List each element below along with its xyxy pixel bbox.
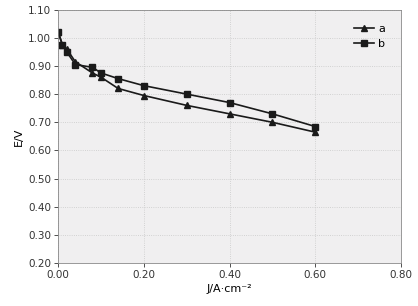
a xyxy=(90,71,95,75)
b xyxy=(184,92,189,96)
a xyxy=(227,112,232,116)
b xyxy=(227,101,232,104)
Line: b: b xyxy=(55,29,319,130)
b xyxy=(90,65,95,69)
a xyxy=(56,30,61,34)
Y-axis label: E/V: E/V xyxy=(14,127,24,146)
b xyxy=(56,30,61,34)
b xyxy=(313,125,318,128)
a xyxy=(184,103,189,107)
a xyxy=(73,60,78,64)
a xyxy=(270,121,275,124)
a xyxy=(60,43,65,47)
b xyxy=(99,71,104,75)
b xyxy=(64,50,69,54)
Line: a: a xyxy=(55,29,319,135)
a xyxy=(116,87,121,90)
X-axis label: J/A·cm⁻²: J/A·cm⁻² xyxy=(207,284,252,294)
b xyxy=(116,77,121,80)
a xyxy=(313,130,318,134)
b xyxy=(60,43,65,47)
a xyxy=(64,47,69,51)
b xyxy=(73,63,78,66)
b xyxy=(141,84,146,88)
a xyxy=(99,75,104,79)
Legend: a, b: a, b xyxy=(350,20,389,52)
b xyxy=(270,112,275,116)
a xyxy=(141,94,146,97)
